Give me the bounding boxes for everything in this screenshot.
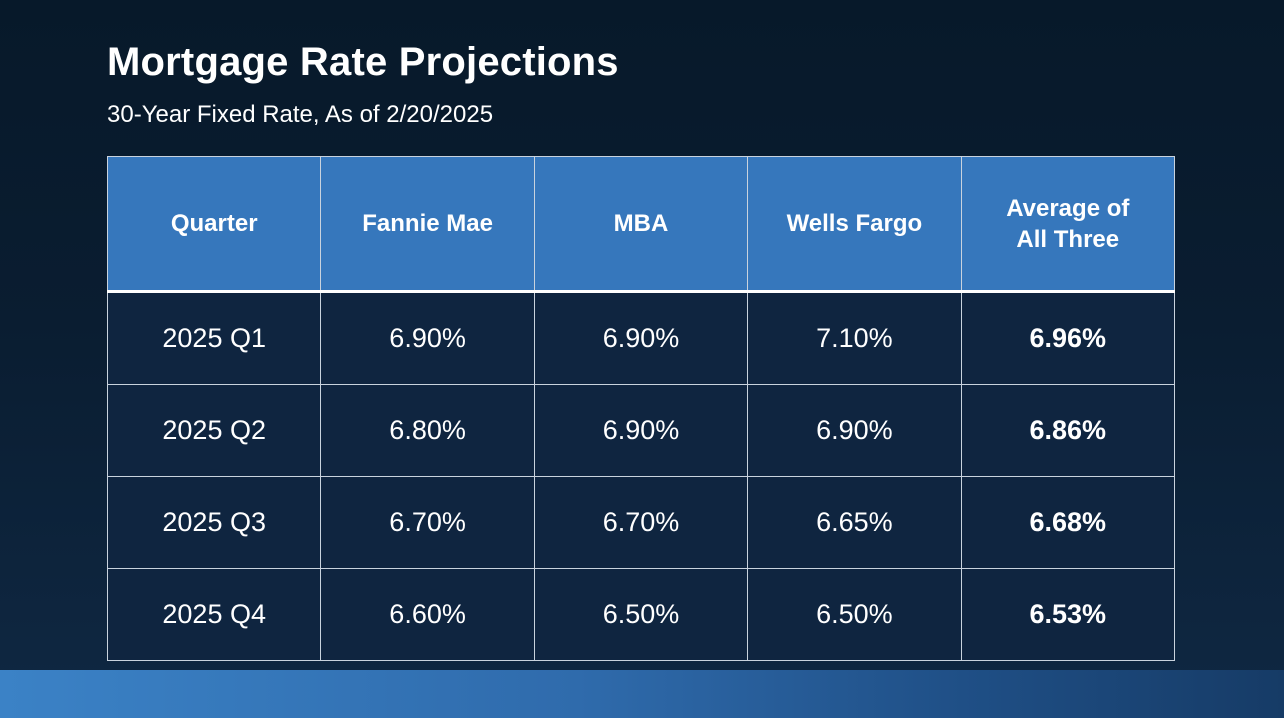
quarter-cell: 2025 Q2 <box>106 384 322 477</box>
wells-fargo-cell: 7.10% <box>747 291 962 385</box>
quarter-cell: 2025 Q4 <box>106 568 322 661</box>
wells-fargo-cell: 6.90% <box>747 384 962 477</box>
average-cell: 6.53% <box>960 568 1176 661</box>
mba-cell: 6.90% <box>533 384 749 477</box>
column-header-wells-fargo: Wells Fargo <box>747 156 962 293</box>
footer-accent-bar <box>0 670 1284 718</box>
page-subtitle: 30-Year Fixed Rate, As of 2/20/2025 <box>107 101 494 128</box>
mba-cell: 6.50% <box>533 568 749 661</box>
average-cell: 6.96% <box>960 291 1176 385</box>
fannie-mae-cell: 6.70% <box>320 476 535 569</box>
wells-fargo-cell: 6.65% <box>747 476 962 569</box>
header-row: Quarter Fannie Mae MBA Wells Fargo Avera… <box>106 156 1176 293</box>
column-header-quarter: Quarter <box>106 156 322 293</box>
average-cell: 6.68% <box>960 476 1176 569</box>
table-row: 2025 Q1 6.90% 6.90% 7.10% 6.96% <box>106 291 1176 385</box>
mba-cell: 6.70% <box>533 476 749 569</box>
table-row: 2025 Q3 6.70% 6.70% 6.65% 6.68% <box>106 476 1176 569</box>
rate-projections-table: Quarter Fannie Mae MBA Wells Fargo Avera… <box>106 156 1176 661</box>
fannie-mae-cell: 6.90% <box>320 291 535 385</box>
average-header-line-1: Average of <box>1006 194 1130 222</box>
average-header-line-2: All Three <box>1016 225 1120 253</box>
column-header-mba: MBA <box>533 156 749 293</box>
mba-cell: 6.90% <box>533 291 749 385</box>
page-title: Mortgage Rate Projections <box>107 40 619 84</box>
column-header-fannie-mae: Fannie Mae <box>320 156 535 293</box>
fannie-mae-cell: 6.60% <box>320 568 535 661</box>
column-header-average: Average of All Three <box>960 156 1176 293</box>
quarter-cell: 2025 Q3 <box>106 476 322 569</box>
table-row: 2025 Q4 6.60% 6.50% 6.50% 6.53% <box>106 568 1176 661</box>
quarter-cell: 2025 Q1 <box>106 291 322 385</box>
fannie-mae-cell: 6.80% <box>320 384 535 477</box>
average-cell: 6.86% <box>960 384 1176 477</box>
table-row: 2025 Q2 6.80% 6.90% 6.90% 6.86% <box>106 384 1176 477</box>
wells-fargo-cell: 6.50% <box>747 568 962 661</box>
